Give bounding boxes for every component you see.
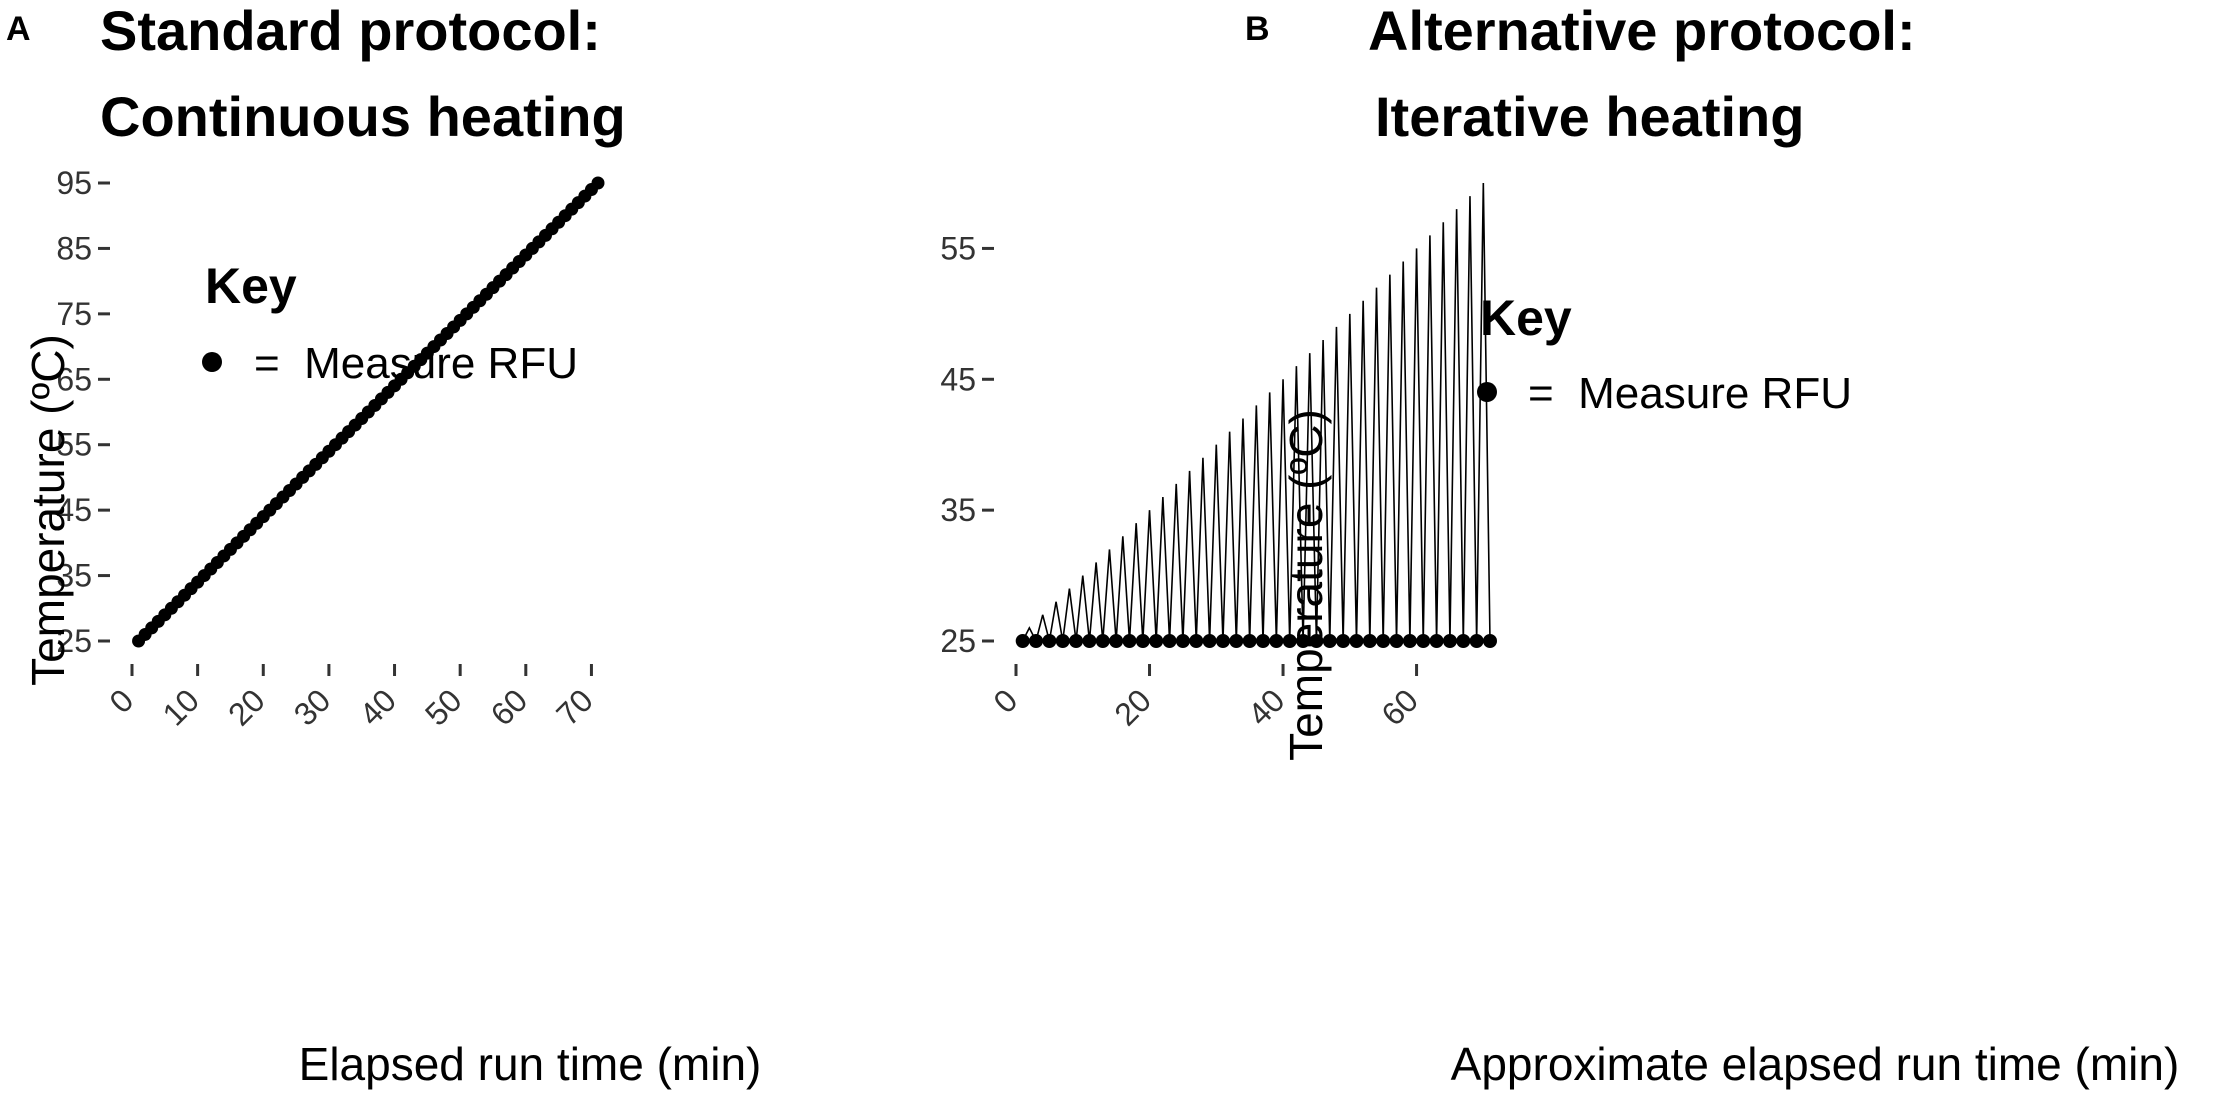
data-point	[1215, 634, 1230, 648]
x-tick-label: 60	[484, 682, 535, 733]
data-point	[1242, 634, 1257, 648]
data-point	[1256, 634, 1271, 648]
x-tick-label: 50	[418, 682, 469, 733]
data-point	[1269, 634, 1284, 648]
series-line	[1021, 182, 1491, 644]
panel-b-title-line-1: Alternative protocol:	[1368, 0, 1916, 62]
x-tick-label: 40	[352, 682, 403, 733]
data-point	[1069, 634, 1084, 648]
data-point	[1429, 634, 1444, 648]
data-point	[1349, 634, 1364, 648]
panel-a-y-axis: 25 35 45 55 65 75 85 95	[56, 165, 110, 659]
data-point	[1149, 634, 1164, 648]
panel-a-title-line-2: Continuous heating	[100, 85, 626, 148]
data-point	[1162, 634, 1177, 648]
panel-b-series	[1015, 182, 1497, 648]
y-tick-label: 95	[56, 165, 92, 201]
data-point	[1296, 634, 1311, 648]
data-point	[1055, 634, 1070, 648]
panel-a-series	[132, 176, 605, 648]
data-point	[1029, 634, 1044, 648]
y-tick-label: 65	[56, 361, 92, 397]
panel-b-x-axis: 0 20 40 60	[986, 664, 1425, 733]
data-point	[1095, 634, 1110, 648]
panel-a-key: Key = Measure RFU	[202, 258, 578, 388]
x-tick-label: 0	[102, 682, 140, 720]
panel-b: B Alternative protocol: Iterative heatin…	[940, 0, 2179, 1090]
data-point	[1189, 634, 1204, 648]
panel-b-title-line-2: Iterative heating	[1375, 85, 1804, 148]
panel-b-key: Key = Measure RFU	[1477, 290, 1852, 418]
y-tick-label: 85	[56, 230, 92, 266]
data-point	[1229, 634, 1244, 648]
y-tick-label: 25	[940, 623, 976, 659]
panel-b-x-axis-title: Approximate elapsed run time (min)	[1451, 1038, 2180, 1090]
data-point	[1282, 634, 1297, 648]
y-tick-label: 35	[940, 492, 976, 528]
panel-a-key-label: = Measure RFU	[254, 339, 578, 388]
y-tick-label: 55	[56, 427, 92, 463]
panel-a-title-line-1: Standard protocol:	[100, 0, 601, 62]
panel-b-key-title: Key	[1480, 290, 1572, 346]
x-tick-label: 70	[549, 682, 600, 733]
x-tick-label: 10	[155, 682, 206, 733]
y-tick-label: 25	[56, 623, 92, 659]
data-point	[1322, 634, 1337, 648]
data-point	[1362, 634, 1377, 648]
panel-a-key-marker	[202, 352, 222, 372]
y-tick-label: 45	[56, 492, 92, 528]
y-tick-label: 35	[56, 558, 92, 594]
panel-b-y-axis: 25 35 45 55	[940, 230, 994, 659]
y-tick-label: 75	[56, 296, 92, 332]
data-point	[1135, 634, 1150, 648]
x-tick-label: 20	[221, 682, 272, 733]
data-point	[1389, 634, 1404, 648]
x-tick-label: 20	[1107, 682, 1158, 733]
data-point	[1122, 634, 1137, 648]
data-point	[1042, 634, 1057, 648]
x-tick-label: 30	[287, 682, 338, 733]
panel-b-letter: B	[1245, 10, 1270, 48]
panel-a-letter: A	[6, 10, 31, 48]
panel-b-key-label: = Measure RFU	[1528, 369, 1852, 418]
y-tick-label: 45	[940, 361, 976, 397]
panel-b-y-axis-title: Temperature (ºC)	[1280, 409, 1332, 761]
data-point	[1402, 634, 1417, 648]
data-point	[1202, 634, 1217, 648]
data-point	[1483, 634, 1497, 648]
panel-a-key-title: Key	[205, 258, 297, 314]
data-point	[1416, 634, 1431, 648]
data-point	[1442, 634, 1457, 648]
data-point	[1109, 634, 1124, 648]
panel-a: A Standard protocol: Continuous heating …	[6, 0, 761, 1090]
data-point	[1336, 634, 1351, 648]
data-point	[591, 176, 605, 190]
x-tick-label: 0	[986, 682, 1024, 720]
y-tick-label: 55	[940, 230, 976, 266]
panel-b-key-marker	[1477, 382, 1497, 402]
data-point	[1456, 634, 1471, 648]
data-point	[1015, 634, 1030, 648]
data-point	[1309, 634, 1324, 648]
panel-a-y-axis-title: Temperature (ºC)	[22, 334, 74, 686]
x-tick-label: 60	[1374, 682, 1425, 733]
data-point	[1082, 634, 1097, 648]
data-point	[1469, 634, 1484, 648]
panel-a-x-axis: 0 10 20 30 40 50 60 70	[102, 664, 600, 733]
data-point	[1376, 634, 1391, 648]
data-point	[1175, 634, 1190, 648]
panel-a-x-axis-title: Elapsed run time (min)	[299, 1038, 762, 1090]
